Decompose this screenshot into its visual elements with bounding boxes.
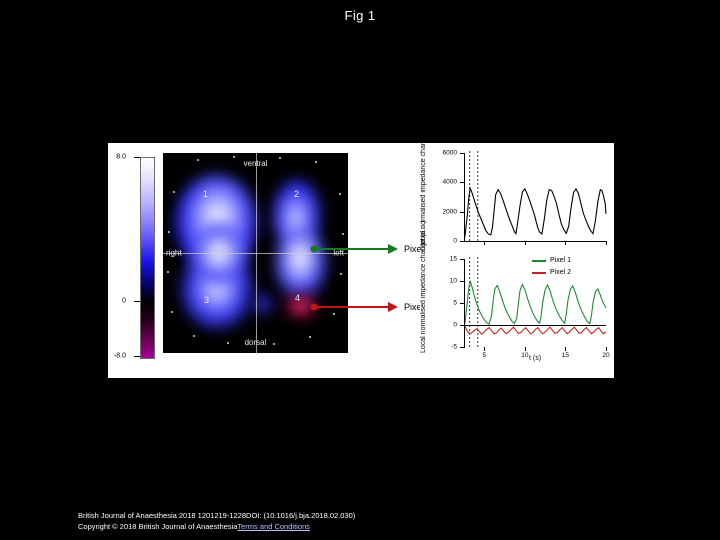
negative-pixel-region [286,295,316,317]
chart-local-xlabel: t (s) [528,355,542,362]
y-tick-label: -5 [451,343,457,351]
legend-swatch-pixel-2 [532,271,546,274]
x-tick [565,241,567,245]
x-tick [524,347,526,351]
y-tick [460,153,464,154]
y-tick [460,259,464,260]
x-tick-label: 10 [521,352,529,359]
chart-global-impedance: Global normalised impedance change (a.u.… [420,115,610,255]
footer-copyright-text: Copyright © 2018 British Journal of Anae… [78,522,238,531]
y-tick-label: 0 [453,321,457,329]
x-tick [606,347,607,351]
legend-item-pixel-1: Pixel 1 [532,257,571,264]
colorbar-mid-label: 0 [122,297,126,305]
legend-item-pixel-2: Pixel 2 [532,269,571,276]
y-tick-label: 2000 [442,208,457,216]
chart-local-impedance: Local normalised impedance change (a.u.)… [420,221,610,375]
colorbar-max-label: 8.0 [116,153,126,161]
quadrant-label-4: 4 [295,293,301,303]
zero-axis-line [464,325,606,326]
y-tick [460,281,464,282]
terms-and-conditions-link[interactable]: Terms and Conditions [237,522,310,531]
quadrant-label-2: 2 [294,189,300,199]
y-tick-label: 6000 [442,149,457,157]
orientation-label-left: left [333,248,344,258]
y-tick [460,303,464,304]
annotation-pixel-2: Pixel 2 [308,301,458,313]
y-tick [460,211,464,213]
legend-label-pixel-2: Pixel 2 [550,269,572,276]
y-tick-label: 10 [449,277,457,285]
x-tick [606,241,607,245]
pixel-2-arrow-head [388,302,398,312]
page-title: Fig 1 [344,8,376,23]
colorbar: 8.0 0 -8.0 [114,153,156,363]
pixel-2-arrow-line [314,306,390,308]
y-tick-label: 15 [449,255,457,263]
quadrant-label-3: 3 [204,295,210,305]
pixel-1-arrow-line [314,248,390,250]
annotation-pixel-1: Pixel 1 [308,243,458,255]
y-tick [460,241,464,242]
y-tick-label: 5 [453,299,457,307]
y-tick [460,325,464,326]
x-tick-label: 5 [482,352,487,359]
footer-copyright: Copyright © 2018 British Journal of Anae… [78,521,638,532]
x-tick [565,347,567,351]
footer-citation: British Journal of Anaesthesia 2018 1201… [78,511,356,520]
y-tick [460,347,464,348]
y-tick-label: 4000 [442,178,457,186]
orientation-label-dorsal: dorsal [244,338,267,347]
x-tick-label: 15 [561,352,570,359]
crosshair-horizontal [163,253,348,254]
figure-panel: 8.0 0 -8.0 [108,115,614,378]
y-tick [460,182,464,184]
x-tick-label: 20 [602,352,610,359]
chart-local-plotarea [464,257,607,347]
x-tick [524,241,526,245]
eit-tomogram-image: ventral dorsal right left 1 2 3 4 [163,153,348,353]
x-tick [484,347,486,351]
chart-global-plotarea [464,151,607,241]
quadrant-label-1: 1 [203,189,209,199]
footer: British Journal of Anaesthesia 2018 1201… [78,510,638,532]
orientation-label-ventral: ventral [243,159,268,168]
x-tick [484,241,486,245]
pixel-1-label: Pixel 1 [404,244,432,254]
orientation-label-right: right [166,248,182,258]
legend-swatch-pixel-1 [532,259,546,262]
colorbar-min-label: -8.0 [113,352,126,360]
colorbar-gradient [140,157,155,359]
pixel-1-arrow-head [388,244,398,254]
y-tick-label: 0 [453,237,457,245]
legend-label-pixel-1: Pixel 1 [550,257,572,264]
pixel-2-label: Pixel 2 [404,302,432,312]
